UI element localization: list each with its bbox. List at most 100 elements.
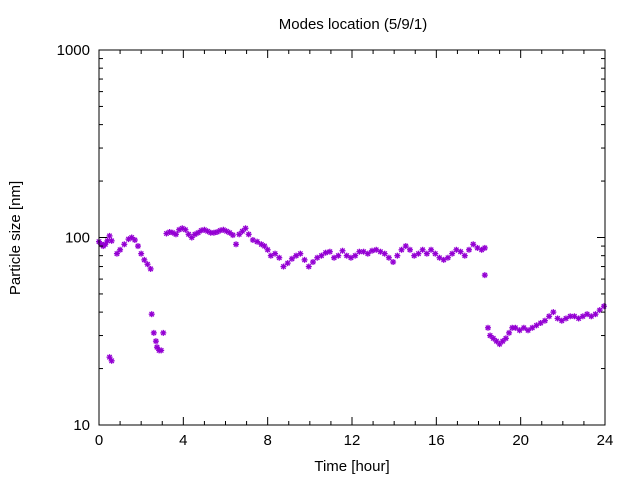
- data-point: [135, 243, 142, 250]
- data-point: [106, 232, 113, 239]
- y-tick-label: 100: [65, 230, 90, 247]
- data-point: [242, 225, 249, 232]
- plot-area-border: [98, 49, 606, 426]
- data-point: [406, 246, 413, 253]
- axis-ticks: [98, 49, 606, 426]
- data-point: [481, 272, 488, 279]
- data-point: [245, 231, 252, 238]
- data-point: [390, 259, 397, 266]
- data-point: [398, 246, 405, 253]
- data-point: [322, 249, 329, 256]
- data-point: [512, 324, 519, 331]
- data-point: [326, 248, 333, 255]
- data-point: [276, 254, 283, 261]
- data-point: [280, 263, 287, 270]
- data-point: [229, 232, 236, 239]
- data-point: [470, 241, 477, 248]
- data-point: [144, 261, 151, 268]
- data-point: [385, 254, 392, 261]
- data-point: [496, 341, 503, 348]
- data-point: [364, 250, 371, 257]
- data-point: [152, 338, 159, 345]
- data-points: [96, 225, 607, 364]
- data-point: [108, 357, 115, 364]
- data-point: [318, 252, 325, 259]
- data-point: [339, 247, 346, 254]
- data-point: [284, 260, 291, 267]
- data-point: [502, 335, 509, 342]
- data-point: [233, 241, 240, 248]
- data-point: [150, 329, 157, 336]
- data-point: [301, 256, 308, 263]
- chart-title: Modes location (5/9/1): [279, 16, 427, 33]
- data-point: [493, 338, 500, 345]
- data-point: [131, 236, 138, 243]
- x-tick-label: 0: [95, 432, 103, 449]
- data-point: [141, 256, 148, 263]
- data-point: [148, 311, 155, 318]
- data-point: [335, 252, 342, 259]
- data-point: [550, 309, 557, 316]
- data-point: [160, 329, 167, 336]
- x-axis-label: Time [hour]: [314, 458, 389, 475]
- data-point: [415, 250, 422, 257]
- x-tick-label: 24: [597, 432, 614, 449]
- data-point: [158, 347, 165, 354]
- data-point: [264, 246, 271, 253]
- data-point: [185, 231, 192, 238]
- data-point: [309, 259, 316, 266]
- data-point: [138, 250, 145, 257]
- x-tick-label: 20: [512, 432, 529, 449]
- data-point: [558, 317, 565, 324]
- data-point: [520, 324, 527, 331]
- data-point: [297, 250, 304, 257]
- data-point: [533, 322, 540, 329]
- data-point: [481, 244, 488, 251]
- y-tick-label: 1000: [57, 42, 90, 59]
- data-point: [537, 319, 544, 326]
- data-point: [444, 254, 451, 261]
- x-tick-label: 8: [263, 432, 271, 449]
- data-point: [352, 252, 359, 259]
- data-point: [254, 238, 261, 245]
- data-point: [381, 250, 388, 257]
- data-point: [525, 327, 532, 334]
- data-point: [546, 313, 553, 320]
- data-point: [432, 250, 439, 257]
- data-point: [172, 231, 179, 238]
- data-point: [121, 241, 128, 248]
- data-point: [466, 246, 473, 253]
- data-point: [592, 311, 599, 318]
- data-point: [596, 307, 603, 314]
- data-point: [428, 246, 435, 253]
- tick-labels: 0 4 8 12 16 20 24 10 100 1000: [57, 42, 614, 449]
- data-point: [147, 265, 154, 272]
- data-point: [449, 250, 456, 257]
- data-point: [239, 228, 246, 235]
- data-point: [394, 252, 401, 259]
- data-point: [272, 250, 279, 257]
- data-point: [457, 248, 464, 255]
- data-point: [369, 247, 376, 254]
- x-tick-label: 4: [179, 432, 187, 449]
- y-tick-label: 10: [73, 417, 90, 434]
- data-point: [182, 226, 189, 233]
- data-point: [419, 246, 426, 253]
- data-point: [305, 263, 312, 270]
- data-point: [484, 324, 491, 331]
- data-point: [288, 255, 295, 262]
- data-point: [506, 329, 513, 336]
- data-point: [108, 237, 115, 244]
- data-point: [461, 252, 468, 259]
- data-point: [261, 243, 268, 250]
- data-point: [554, 315, 561, 322]
- data-point: [117, 246, 124, 253]
- data-point: [529, 324, 536, 331]
- data-point: [600, 303, 607, 310]
- data-point: [402, 243, 409, 250]
- y-axis-label: Particle size [nm]: [7, 181, 24, 295]
- x-tick-label: 16: [428, 432, 445, 449]
- data-point: [423, 250, 430, 257]
- x-tick-label: 12: [344, 432, 361, 449]
